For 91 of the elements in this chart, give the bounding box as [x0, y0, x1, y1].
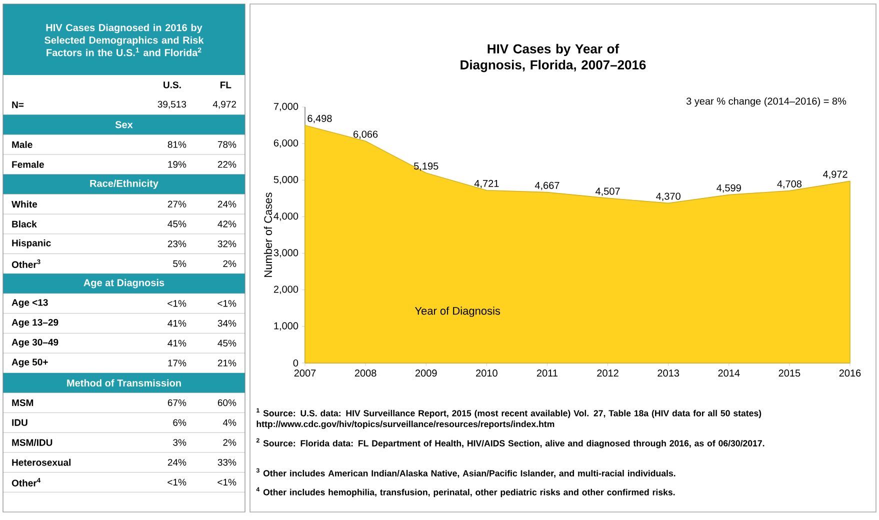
data-label: 4,972	[823, 170, 848, 179]
data-label: 4,721	[474, 180, 499, 188]
category-label: Other$^{4}$	[12, 478, 41, 486]
y-tick-label: 0	[293, 359, 298, 367]
text: 33%	[218, 458, 236, 466]
text: 6%	[173, 419, 186, 426]
text: 39,513	[158, 100, 186, 109]
category-label: N=	[12, 102, 24, 108]
category-label: Age 13–29	[12, 318, 58, 328]
text: 4%	[222, 419, 236, 426]
x-tick-label: 2007	[294, 370, 316, 377]
category-label: Age <13	[12, 299, 48, 308]
category-label: Age 50+	[12, 358, 48, 368]
x-tick-label: 2012	[597, 370, 618, 377]
category-label: FL	[220, 82, 232, 88]
text: 21%	[218, 360, 236, 366]
text: <1%	[218, 478, 236, 486]
text: 67%	[168, 399, 186, 406]
text: <1%	[168, 478, 186, 486]
x-tick-label: 2009	[415, 370, 437, 377]
category-label: Method of Transmission	[67, 379, 181, 387]
chart-title: HIV Cases by Year of Diagnosis, Florida, 2007–2016	[460, 44, 646, 72]
y-tick-label: 1,000	[274, 322, 298, 331]
text: 32%	[218, 240, 236, 248]
text: 81%	[168, 141, 186, 148]
category-label: IDU	[12, 419, 28, 426]
text: 2%	[223, 260, 236, 268]
data-label: 5,195	[414, 162, 438, 171]
category-label: Heterosexual	[12, 458, 71, 466]
data-label: 6,066	[354, 130, 378, 139]
text: 17%	[168, 360, 186, 366]
category-label: Sex	[115, 121, 133, 128]
text: 5%	[173, 260, 186, 268]
text: $^{3}$ Other includes American Indian/Alaska Native, Asian/Pacific Islander, and multi-racial individuals.	[256, 468, 676, 478]
data-label: 4,507	[596, 188, 620, 196]
text: 23%	[168, 240, 186, 248]
x-tick-label: 2013	[658, 370, 680, 377]
y-axis-title: Number of Cases	[264, 192, 272, 277]
y-tick-label: 4,000	[274, 212, 298, 221]
text: HIV Cases Diagnosed in 2016 by Selected Demographics and Risk Factors in the U.S.$^{1}$ and Florida$^{2}$	[44, 24, 204, 56]
text: 78%	[218, 141, 236, 148]
y-tick-label: 3,000	[274, 249, 298, 258]
y-tick-label: 5,000	[274, 176, 298, 184]
x-tick-label: 2014	[718, 370, 740, 377]
category-label: MSM/IDU	[12, 438, 52, 446]
data-label: 4,370	[656, 192, 680, 201]
category-label: Female	[12, 160, 44, 168]
text: 27%	[168, 200, 186, 208]
x-tick-label: 2016	[839, 370, 861, 377]
category-label: MSM	[12, 399, 34, 406]
category-label: U.S.	[164, 82, 181, 88]
category-label: Hispanic	[12, 239, 51, 248]
text: 22%	[218, 161, 236, 168]
data-label: 4,708	[777, 180, 802, 189]
data-label: 4,667	[534, 182, 560, 190]
text: 24%	[218, 200, 236, 208]
data-label: 4,599	[716, 184, 741, 193]
text: 45%	[218, 340, 236, 346]
text: 2%	[223, 439, 236, 446]
text: 4,972	[212, 100, 236, 109]
text: <1%	[218, 300, 236, 307]
text: 19%	[168, 161, 186, 168]
text: $^{4}$ Other includes hemophilia, transfusion, perinatal, other pediatric risks and other confirmed risks.	[256, 487, 675, 498]
category-label: Black	[12, 220, 37, 228]
text: 41%	[168, 320, 186, 327]
category-label: Male	[12, 141, 32, 148]
text: 42%	[218, 220, 236, 228]
category-label: Age at Diagnosis	[84, 278, 164, 288]
category-label: Other$^{3}$	[12, 259, 40, 268]
y-tick-label: 7,000	[274, 102, 298, 112]
x-tick-label: 2011	[536, 370, 558, 377]
data-label: 6,498	[308, 114, 332, 124]
x-tick-label: 2008	[354, 370, 376, 377]
category-label: Age 30–49	[12, 338, 58, 348]
text: 41%	[168, 340, 186, 346]
text: 3 year % change (2014–2016) = 8%	[686, 97, 846, 107]
text: 24%	[168, 458, 186, 466]
text: $^{1}$ Source: U.S. data: HIV Surveillance Report, 2015 (most recent available) Vol. 27, Table 18a (HIV data for all 50 states) http://www.cdc.gov/hiv/topics/surveillance/resources/reports/index.htm	[256, 408, 762, 429]
text: $^{2}$ Source: Florida data: FL Department of Health, HIV/AIDS Section, alive and diagnosed through 2016, as of 06/30/2017.	[256, 438, 764, 448]
text: 3%	[173, 439, 186, 446]
y-tick-label: 2,000	[274, 286, 298, 294]
text: 45%	[168, 220, 186, 228]
category-label: White	[12, 200, 38, 208]
text: <1%	[168, 300, 186, 307]
y-tick-label: 6,000	[274, 139, 298, 148]
text: 60%	[218, 399, 236, 406]
category-label: Race/Ethnicity	[90, 180, 158, 189]
text: 34%	[218, 320, 236, 327]
x-tick-label: 2010	[476, 370, 498, 377]
x-axis-title: Year of Diagnosis	[414, 306, 500, 317]
x-tick-label: 2015	[778, 370, 800, 377]
